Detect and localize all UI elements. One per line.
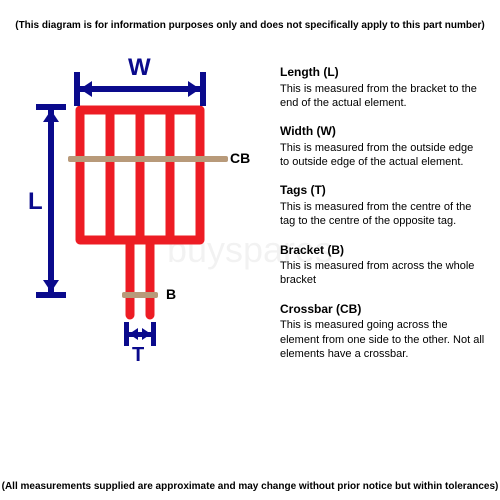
w-label: W — [128, 54, 151, 82]
disclaimer-bottom: (All measurements supplied are approxima… — [0, 481, 500, 492]
t-label: T — [132, 344, 144, 367]
w-arrow-head-r — [188, 81, 200, 97]
w-arrow-cap-r — [200, 72, 206, 106]
t-arrow-head-l — [129, 328, 138, 340]
l-arrow-cap-b — [36, 292, 66, 298]
l-arrow-line — [48, 108, 54, 294]
w-arrow-head-l — [80, 81, 92, 97]
disclaimer-top: (This diagram is for information purpose… — [0, 20, 500, 31]
diagram: W L T CB B — [30, 50, 250, 370]
l-label: L — [28, 188, 43, 216]
legend-item: Bracket (B) This is measured from across… — [280, 243, 485, 288]
l-arrow-head-t — [43, 110, 59, 122]
legend-desc: This is measured from across the whole b… — [280, 259, 485, 288]
heating-element-svg — [30, 50, 250, 370]
legend-item: Crossbar (CB) This is measured going acr… — [280, 302, 485, 361]
crossbar — [68, 156, 228, 162]
cb-label: CB — [230, 150, 250, 166]
w-arrow-line — [76, 86, 204, 92]
legend-item: Tags (T) This is measured from the centr… — [280, 183, 485, 228]
legend-item: Width (W) This is measured from the outs… — [280, 124, 485, 169]
legend: Length (L) This is measured from the bra… — [280, 65, 485, 375]
legend-title: Tags (T) — [280, 183, 485, 199]
legend-desc: This is measured from the outside edge t… — [280, 141, 485, 170]
b-label: B — [166, 286, 176, 302]
legend-title: Bracket (B) — [280, 243, 485, 259]
legend-title: Width (W) — [280, 124, 485, 140]
legend-desc: This is measured going across the elemen… — [280, 318, 485, 361]
legend-desc: This is measured from the centre of the … — [280, 200, 485, 229]
legend-desc: This is measured from the bracket to the… — [280, 82, 485, 111]
legend-title: Crossbar (CB) — [280, 302, 485, 318]
l-arrow-head-b — [43, 280, 59, 292]
t-arrow-head-r — [142, 328, 151, 340]
bracket — [122, 292, 158, 298]
legend-title: Length (L) — [280, 65, 485, 81]
t-arrow-cap-r — [151, 322, 156, 346]
legend-item: Length (L) This is measured from the bra… — [280, 65, 485, 110]
